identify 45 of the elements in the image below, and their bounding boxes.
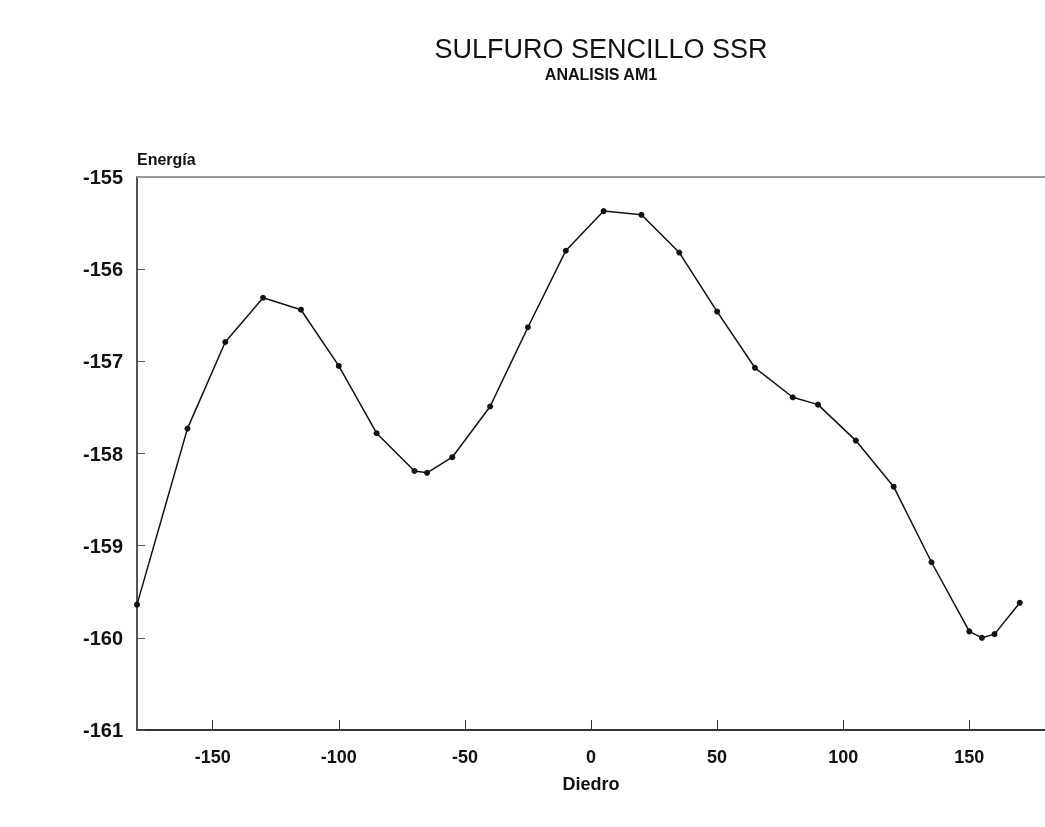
point [978, 634, 985, 641]
point [714, 308, 721, 315]
point [991, 631, 998, 638]
point [260, 294, 267, 301]
y-tick-label: -156 [82, 258, 123, 281]
chart-title: SULFURO SENCILLO SSR [434, 33, 768, 64]
point [751, 364, 758, 371]
point [449, 454, 456, 461]
y-tick-label: -158 [82, 442, 123, 465]
point [966, 628, 973, 635]
point [335, 362, 342, 369]
point [134, 601, 140, 608]
x-tick-label: 0 [585, 747, 597, 767]
y-tick-label: -161 [82, 719, 123, 741]
point [638, 211, 645, 218]
point [297, 306, 304, 313]
point [1016, 599, 1023, 606]
x-tick-label: 50 [707, 747, 728, 767]
x-tick-label: 100 [828, 747, 859, 767]
y-tick-label: -155 [82, 166, 123, 188]
x-tick-label: 150 [954, 747, 985, 767]
point [524, 324, 531, 331]
point [373, 430, 380, 437]
y-tick-label: -157 [82, 350, 123, 373]
y-tick-label: -160 [82, 626, 123, 649]
point [789, 394, 796, 401]
y-axis-title: Energía [137, 150, 196, 168]
point [928, 559, 935, 566]
x-tick-label: -100 [320, 747, 357, 767]
x-tick-label: -50 [451, 747, 478, 767]
y-tick-label: -159 [82, 534, 123, 557]
point [424, 469, 431, 476]
point [562, 247, 569, 254]
point [487, 403, 494, 410]
x-tick-label: -150 [194, 747, 231, 767]
chart-subtitle: ANALISIS AM1 [544, 65, 658, 83]
point [184, 425, 191, 432]
point [815, 401, 821, 408]
point [222, 338, 229, 345]
point [890, 483, 897, 490]
point [600, 208, 607, 215]
point [676, 249, 683, 256]
point [852, 437, 859, 444]
x-axis-title: Diedro [562, 774, 620, 794]
point [411, 468, 418, 475]
